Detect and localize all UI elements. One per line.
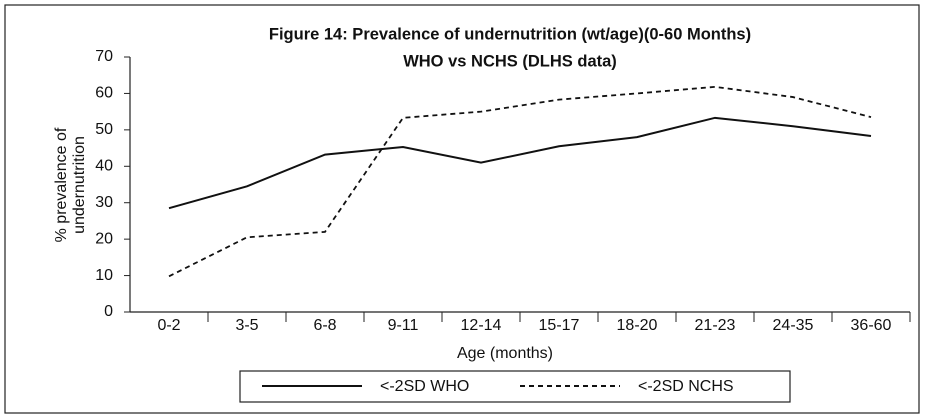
x-tick-label: 24-35 (773, 317, 814, 334)
y-tick-label: 70 (95, 48, 113, 65)
x-tick-label: 6-8 (313, 317, 336, 334)
y-tick-label: 40 (95, 158, 113, 175)
line-series (168, 85, 872, 278)
y-tick-label: 30 (95, 194, 113, 211)
legend-label: <-2SD WHO (380, 378, 469, 395)
x-axis-label: Age (months) (457, 345, 553, 362)
chart-subtitle: WHO vs NCHS (DLHS data) (403, 52, 617, 70)
x-tick-label: 15-17 (539, 317, 580, 334)
x-tick-label: 9-11 (388, 317, 419, 334)
x-tick-label: 18-20 (617, 317, 658, 334)
x-tick-label: 36-60 (851, 317, 892, 334)
y-axis-label: % prevalence of (53, 127, 70, 242)
x-tick-label: 3-5 (235, 317, 258, 334)
chart-title: Figure 14: Prevalence of undernutrition … (269, 25, 751, 43)
legend-label: <-2SD NCHS (638, 378, 734, 395)
x-tick-label: 21-23 (695, 317, 736, 334)
legend-box (239, 370, 791, 403)
x-tick-label: 12-14 (461, 317, 502, 334)
y-tick-label: 20 (95, 230, 113, 247)
y-tick-label: 0 (104, 303, 113, 320)
y-tick-label: 50 (95, 121, 113, 138)
y-tick-label: 10 (95, 267, 113, 284)
y-axis-label: undernutrition (71, 136, 88, 234)
x-tick-label: 0-2 (157, 317, 180, 334)
frame (4, 4, 920, 414)
line-series (168, 116, 872, 210)
y-tick-label: 60 (95, 85, 113, 102)
